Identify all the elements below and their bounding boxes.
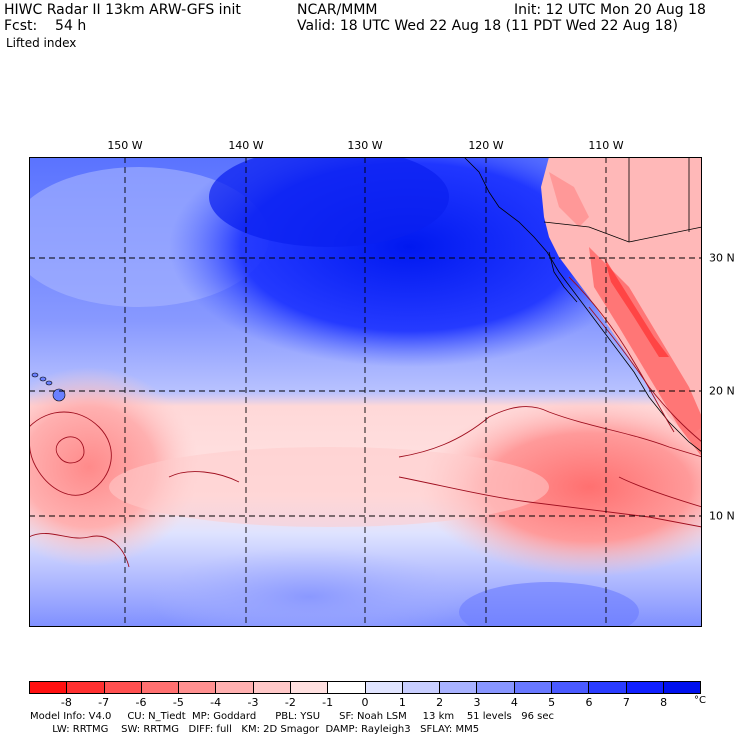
colorbar-tick-label: 0	[361, 696, 369, 709]
latitude-label-10n: 10 N	[709, 509, 735, 523]
colorbar	[29, 681, 701, 694]
model-info-line-2: LW: RRTMG SW: RRTMG DIFF: full KM: 2D Sm…	[30, 724, 480, 735]
colorbar-tick-label: -6	[135, 696, 147, 709]
colorbar-cell	[327, 682, 365, 693]
colorbar-cell	[625, 682, 663, 693]
colorbar-cell	[215, 682, 253, 693]
colorbar-tick-label: 7	[622, 696, 630, 709]
colorbar-tick-label: -3	[247, 696, 259, 709]
colorbar-cell	[476, 682, 514, 693]
colorbar-cell	[588, 682, 626, 693]
colorbar-cell	[103, 682, 141, 693]
colorbar-tick-label: 2	[436, 696, 444, 709]
colorbar-cell	[66, 682, 104, 693]
colorbar-tick-label: 4	[510, 696, 518, 709]
colorbar-cell	[30, 682, 67, 693]
longitude-label-120w: 120 W	[468, 139, 504, 152]
model-title: HIWC Radar II 13km ARW-GFS init	[4, 2, 241, 18]
colorbar-cell	[289, 682, 328, 693]
colorbar-tick-label: 6	[585, 696, 593, 709]
colorbar-unit: °C	[694, 695, 706, 706]
colorbar-tick-label: 8	[660, 696, 668, 709]
lat-lon-grid	[29, 157, 702, 627]
high-instability-zone	[589, 247, 702, 457]
colorbar-cell	[364, 682, 402, 693]
hawaii-islands	[31, 372, 66, 402]
longitude-label-130w: 130 W	[347, 139, 383, 152]
colorbar-cell	[401, 682, 440, 693]
colorbar-tick-label: -1	[322, 696, 334, 709]
colorbar-cell	[550, 682, 589, 693]
colorbar-tick-label: 5	[548, 696, 556, 709]
colorbar-tick-label: -2	[284, 696, 296, 709]
colorbar-tick-label: 3	[473, 696, 481, 709]
colorbar-tick-label: -7	[98, 696, 110, 709]
init-time: Init: 12 UTC Mon 20 Aug 18	[514, 2, 706, 18]
border	[543, 221, 702, 243]
warm-band-east	[419, 397, 702, 577]
coastline	[463, 157, 702, 453]
colorbar-cell	[513, 682, 551, 693]
longitude-label-140w: 140 W	[228, 139, 264, 152]
cool-patch-south	[149, 547, 469, 627]
organization-label: NCAR/MMM	[297, 2, 378, 18]
colorbar-cell	[662, 682, 701, 693]
field-name: Lifted index	[6, 36, 77, 50]
valid-time: Valid: 18 UTC Wed 22 Aug 18 (11 PDT Wed …	[297, 18, 678, 34]
latitude-label-30n: 30 N	[709, 251, 735, 265]
lifted-index-contours	[29, 276, 702, 568]
model-info-line-1: Model Info: V4.0 CU: N_Tiedt MP: Goddard…	[30, 711, 555, 722]
colorbar-tick-label: -5	[172, 696, 184, 709]
forecast-hour: Fcst: 54 h	[4, 18, 87, 34]
latitude-label-20n: 20 N	[709, 384, 735, 398]
colorbar-cell	[140, 682, 179, 693]
colorbar-tick-label: -8	[60, 696, 72, 709]
warm-band-west	[29, 367, 199, 567]
colorbar-cell	[178, 682, 216, 693]
longitude-label-110w: 110 W	[588, 139, 624, 152]
colorbar-tick-label: -4	[210, 696, 222, 709]
lifted-index-map	[29, 157, 702, 627]
colorbar-tick-label: 1	[398, 696, 406, 709]
colorbar-cell	[252, 682, 290, 693]
longitude-label-150w: 150 W	[107, 139, 143, 152]
colorbar-cell	[439, 682, 477, 693]
